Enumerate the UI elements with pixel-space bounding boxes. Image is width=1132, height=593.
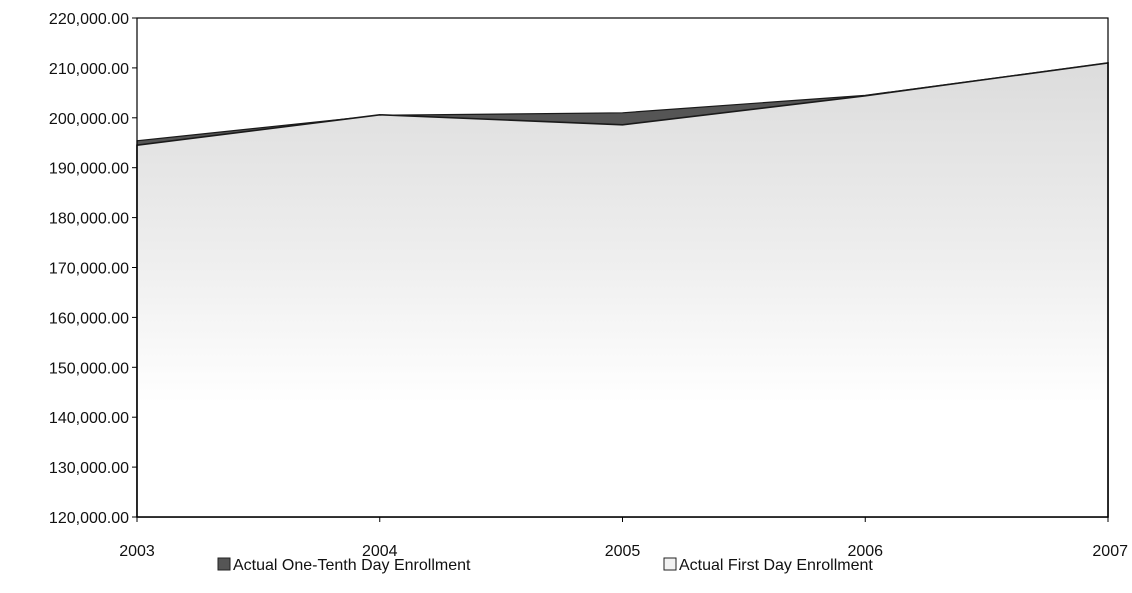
y-tick-label: 130,000.00	[49, 460, 129, 477]
y-tick-label: 190,000.00	[49, 161, 129, 178]
legend-swatch-1	[217, 557, 231, 571]
y-axis: 120,000.00 130,000.00 140,000.00 150,000.00…	[49, 11, 137, 527]
y-tick-label: 150,000.00	[49, 360, 129, 377]
y-tick-label: 180,000.00	[49, 211, 129, 228]
x-tick-label: 2005	[605, 543, 641, 560]
legend-swatch-2	[663, 557, 677, 571]
y-tick-label: 200,000.00	[49, 111, 129, 128]
y-tick-label: 170,000.00	[49, 261, 129, 278]
x-axis: 2003 2004 2005 2006 2007	[119, 517, 1128, 560]
legend-label-2: Actual First Day Enrollment	[679, 557, 873, 574]
series-layer	[136, 61, 1109, 518]
x-tick-label: 2007	[1092, 543, 1128, 560]
x-tick-label: 2006	[847, 543, 883, 560]
y-tick-label: 220,000.00	[49, 11, 129, 28]
legend-label-1: Actual One-Tenth Day Enrollment	[233, 557, 471, 574]
y-tick-label: 120,000.00	[49, 510, 129, 527]
y-tick-label: 210,000.00	[49, 61, 129, 78]
x-tick-label: 2004	[362, 543, 398, 560]
x-tick-label: 2003	[119, 543, 155, 560]
chart-legend: Actual One-Tenth Day Enrollment Actual Fi…	[217, 557, 873, 574]
y-tick-label: 160,000.00	[49, 310, 129, 327]
y-tick-label: 140,000.00	[49, 410, 129, 427]
series-area-2	[136, 61, 1109, 518]
